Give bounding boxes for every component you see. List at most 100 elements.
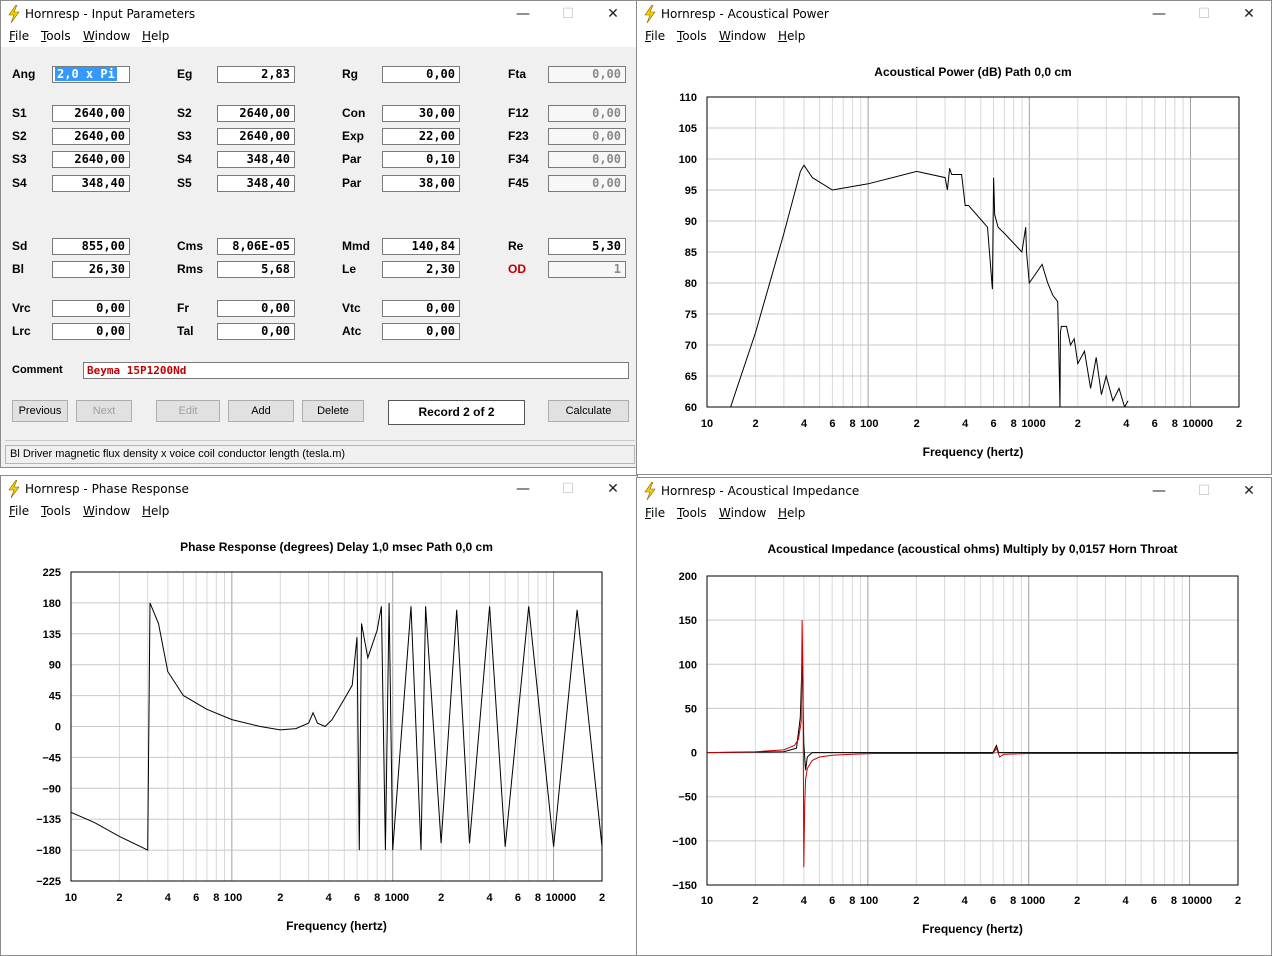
- param-field-sd[interactable]: 855,00: [52, 238, 130, 255]
- x-tick-label: 6: [354, 892, 360, 904]
- x-tick-label: 6: [991, 418, 997, 430]
- close-icon[interactable]: ✕: [607, 6, 619, 22]
- minimize-icon[interactable]: —: [516, 481, 530, 497]
- calculate-button[interactable]: Calculate: [548, 400, 629, 422]
- param-field-mmd[interactable]: 140,84: [382, 238, 460, 255]
- param-value: 0,00: [96, 324, 125, 338]
- close-icon[interactable]: ✕: [607, 481, 619, 497]
- param-label-vrc: Vrc: [12, 301, 31, 315]
- param-value: 26,30: [88, 262, 125, 276]
- add-button[interactable]: Add: [228, 400, 294, 422]
- param-field-s4[interactable]: 348,40: [217, 151, 295, 168]
- param-field-s2[interactable]: 2640,00: [217, 105, 295, 122]
- param-field-f34[interactable]: 0,00: [548, 151, 626, 168]
- y-tick-label: 80: [685, 278, 697, 290]
- title-bar[interactable]: Hornresp - Acoustical Impedance — ☐ ✕: [637, 478, 1271, 505]
- param-field-re[interactable]: 5,30: [548, 238, 626, 255]
- param-field-le[interactable]: 2,30: [382, 261, 460, 278]
- param-field-s1[interactable]: 2640,00: [52, 105, 130, 122]
- menu-window[interactable]: Window: [83, 504, 131, 518]
- menu-tools[interactable]: Tools: [677, 29, 707, 43]
- y-tick-label: 100: [679, 659, 697, 671]
- maximize-icon[interactable]: ☐: [1197, 483, 1211, 499]
- maximize-icon[interactable]: ☐: [561, 481, 575, 497]
- param-field-s4[interactable]: 348,40: [52, 175, 130, 192]
- x-tick-label: 1000: [1021, 418, 1045, 430]
- param-label-fr: Fr: [177, 301, 189, 315]
- minimize-icon[interactable]: —: [1152, 483, 1166, 499]
- menu-help[interactable]: Help: [142, 29, 170, 43]
- acoustical-power-chart: Acoustical Power (dB) Path 0,0 cm 110 105 1…: [679, 65, 1242, 459]
- menu-tools[interactable]: Tools: [41, 504, 71, 518]
- x-tick-label: 2: [599, 892, 605, 904]
- next-button[interactable]: Next: [76, 400, 132, 422]
- menu-help[interactable]: Help: [142, 504, 170, 518]
- menu-file[interactable]: File: [9, 504, 30, 518]
- minimize-icon[interactable]: —: [516, 6, 530, 22]
- x-tick-label: 10000: [1182, 418, 1213, 430]
- menu-window[interactable]: Window: [83, 29, 131, 43]
- param-value: 0,00: [592, 129, 621, 143]
- previous-button[interactable]: Previous: [12, 400, 68, 422]
- param-value: 0,00: [592, 152, 621, 166]
- param-field-par[interactable]: 0,10: [382, 151, 460, 168]
- param-label-re: Re: [508, 239, 524, 253]
- param-field-bl[interactable]: 26,30: [52, 261, 130, 278]
- param-value: 0,00: [426, 67, 455, 81]
- param-label-fta: Fta: [508, 67, 526, 81]
- delete-button[interactable]: Delete: [302, 400, 364, 422]
- param-field-lrc[interactable]: 0,00: [52, 323, 130, 340]
- param-value: 0,00: [426, 301, 455, 315]
- param-field-cms[interactable]: 8,06E-05: [217, 238, 295, 255]
- param-field-ang[interactable]: 2,0 x Pi: [52, 66, 130, 83]
- maximize-icon[interactable]: ☐: [1197, 6, 1211, 22]
- close-icon[interactable]: ✕: [1243, 483, 1255, 499]
- x-tick-label: 2: [913, 895, 919, 907]
- title-bar[interactable]: Hornresp - Acoustical Power — ☐ ✕: [637, 1, 1271, 28]
- menu-help[interactable]: Help: [778, 29, 806, 43]
- param-value: 2640,00: [74, 152, 125, 166]
- maximize-icon[interactable]: ☐: [561, 6, 575, 22]
- param-field-s3[interactable]: 2640,00: [52, 151, 130, 168]
- param-field-exp[interactable]: 22,00: [382, 128, 460, 145]
- param-field-f12[interactable]: 0,00: [548, 105, 626, 122]
- menu-file[interactable]: File: [645, 29, 666, 43]
- param-field-rms[interactable]: 5,68: [217, 261, 295, 278]
- close-icon[interactable]: ✕: [1243, 6, 1255, 22]
- param-field-atc[interactable]: 0,00: [382, 323, 460, 340]
- param-field-rg[interactable]: 0,00: [382, 66, 460, 83]
- menu-window[interactable]: Window: [719, 506, 767, 520]
- param-field-f23[interactable]: 0,00: [548, 128, 626, 145]
- menu-help[interactable]: Help: [778, 506, 806, 520]
- param-field-s2[interactable]: 2640,00: [52, 128, 130, 145]
- x-tick-label: 8: [849, 418, 855, 430]
- menu-file[interactable]: File: [645, 506, 666, 520]
- title-bar[interactable]: Hornresp - Input Parameters — ☐ ✕: [1, 1, 637, 28]
- menu-window[interactable]: Window: [719, 29, 767, 43]
- edit-button[interactable]: Edit: [156, 400, 220, 422]
- menu-tools[interactable]: Tools: [41, 29, 71, 43]
- param-field-con[interactable]: 30,00: [382, 105, 460, 122]
- param-field-par[interactable]: 38,00: [382, 175, 460, 192]
- param-value: 2640,00: [74, 106, 125, 120]
- param-label-s3: S3: [177, 129, 192, 143]
- menu-tools[interactable]: Tools: [677, 506, 707, 520]
- x-tick-label: 4: [962, 895, 969, 907]
- param-field-f45[interactable]: 0,00: [548, 175, 626, 192]
- comment-field[interactable]: Beyma 15P1200Nd: [83, 362, 629, 379]
- param-field-vtc[interactable]: 0,00: [382, 300, 460, 317]
- param-field-eg[interactable]: 2,83: [217, 66, 295, 83]
- minimize-icon[interactable]: —: [1152, 6, 1166, 22]
- param-value: 0,00: [592, 67, 621, 81]
- param-field-s5[interactable]: 348,40: [217, 175, 295, 192]
- param-field-fr[interactable]: 0,00: [217, 300, 295, 317]
- param-field-fta[interactable]: 0,00: [548, 66, 626, 83]
- title-bar[interactable]: Hornresp - Phase Response — ☐ ✕: [1, 476, 637, 503]
- phase-response-window: Hornresp - Phase Response — ☐ ✕ File Too…: [0, 475, 638, 956]
- param-field-od[interactable]: 1: [548, 261, 626, 278]
- plot-frame: [706, 575, 1239, 886]
- param-field-s3[interactable]: 2640,00: [217, 128, 295, 145]
- param-field-vrc[interactable]: 0,00: [52, 300, 130, 317]
- menu-file[interactable]: File: [9, 29, 30, 43]
- param-field-tal[interactable]: 0,00: [217, 323, 295, 340]
